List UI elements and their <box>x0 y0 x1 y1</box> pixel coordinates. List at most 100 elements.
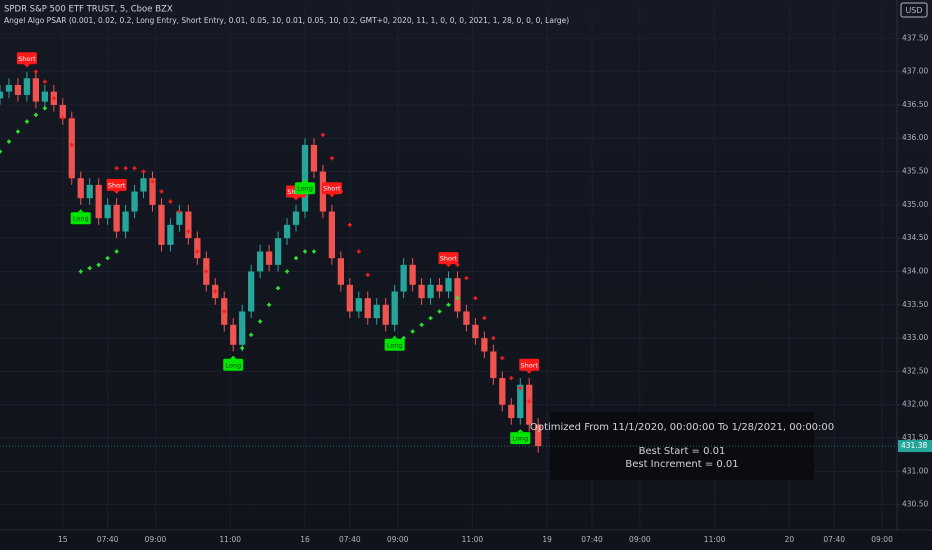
psar-dot <box>410 329 415 334</box>
candle-body <box>490 351 497 379</box>
signal-box <box>70 212 91 225</box>
signal-arrow <box>23 64 30 68</box>
candle-body <box>239 311 246 345</box>
candle-body <box>508 404 515 419</box>
x-tick-label: 11:00 <box>704 535 726 544</box>
psar-dot <box>419 322 424 327</box>
candle-body <box>292 211 300 225</box>
y-tick-label: 433.50 <box>902 300 928 309</box>
psar-dot <box>446 302 451 307</box>
x-tick-label: 07:40 <box>823 535 845 544</box>
x-tick-label: 09:00 <box>629 535 651 544</box>
signal-box <box>16 52 37 65</box>
signal-label: Short <box>108 181 126 189</box>
y-tick-label: 434.00 <box>902 266 928 275</box>
y-tick-label: 431.50 <box>902 433 928 442</box>
currency[interactable]: USD <box>905 6 922 15</box>
signal-label: Long <box>225 361 241 369</box>
psar-dot <box>311 249 316 254</box>
candle-body <box>194 238 201 259</box>
candle-body <box>445 278 452 292</box>
signal-box <box>321 182 342 195</box>
candle-body <box>77 178 84 199</box>
signal-label: Long <box>73 215 89 223</box>
psar-dot <box>69 142 74 147</box>
signal-arrow <box>328 194 335 198</box>
psar-dot <box>267 302 272 307</box>
x-tick-label: 09:00 <box>387 535 409 544</box>
psar-dot <box>285 269 290 274</box>
currency-badge[interactable] <box>900 2 928 18</box>
signal: Short <box>321 182 342 198</box>
psar-dot <box>42 79 47 84</box>
psar-dot <box>437 309 442 314</box>
psar-dot <box>320 132 325 137</box>
psar-dot <box>33 112 38 117</box>
signal-arrow <box>77 209 84 213</box>
signal-arrow <box>293 197 300 201</box>
x-tick-label: 07:40 <box>581 535 603 544</box>
y-tick-label: 435.50 <box>902 167 928 176</box>
psar-dot <box>473 296 478 301</box>
x-tick-label: 20 <box>785 535 795 544</box>
signal-label: Long <box>387 341 403 349</box>
candle-body <box>122 211 129 232</box>
psar-dot <box>42 106 47 111</box>
info-line: Best Increment = 0.01 <box>625 459 738 470</box>
signal-box <box>384 338 405 351</box>
psar-dot <box>240 346 245 351</box>
signal-arrow <box>230 355 237 359</box>
candle-body <box>265 251 273 265</box>
signal-label: Short <box>440 255 458 263</box>
psar-dot <box>464 276 469 281</box>
x-tick-label: 09:00 <box>145 535 167 544</box>
psar-dot <box>500 356 505 361</box>
candle-body <box>283 224 291 239</box>
candle-body <box>382 304 389 325</box>
candle-body <box>301 144 309 212</box>
x-tick-label: 11:00 <box>462 535 484 544</box>
psar-dot <box>0 149 2 154</box>
x-tick-label: 15 <box>58 535 68 544</box>
candle-body <box>499 378 506 405</box>
candle-body <box>14 84 22 95</box>
candle-body <box>68 118 75 179</box>
candle-body <box>5 84 13 92</box>
candle-body <box>86 184 93 199</box>
psar-dot <box>195 249 200 254</box>
candle-body <box>355 298 362 312</box>
signal-arrow <box>301 179 308 183</box>
candle-body <box>140 178 147 192</box>
signal: Long <box>70 209 91 225</box>
signal-arrow <box>113 190 120 194</box>
psar-dot <box>356 249 361 254</box>
candle-body <box>95 184 102 219</box>
info-line: Optimized From 11/1/2020, 00:00:00 To 1/… <box>530 422 834 433</box>
y-tick-label: 435.00 <box>902 200 928 209</box>
candle-body <box>400 264 407 292</box>
psar-dot <box>78 269 83 274</box>
signal-box <box>223 358 244 371</box>
candle-body <box>346 284 353 312</box>
signal: Short <box>438 252 459 268</box>
candle-body <box>328 211 336 259</box>
signal: Long <box>384 335 405 351</box>
y-tick-label: 436.50 <box>902 100 928 109</box>
psar-dot <box>204 269 209 274</box>
candle-body <box>41 91 48 102</box>
psar-dot <box>518 386 523 391</box>
candle-body <box>131 191 138 212</box>
psar-dot <box>276 286 281 291</box>
candle-body <box>248 271 255 312</box>
candle-body <box>59 104 66 119</box>
psar-dot <box>186 229 191 234</box>
signal-box <box>519 358 540 371</box>
y-tick-label: 436.00 <box>902 133 928 142</box>
candle-body <box>535 424 542 447</box>
candle-body <box>427 284 434 299</box>
signal-box <box>510 432 531 445</box>
y-tick-label: 434.50 <box>902 233 928 242</box>
signal: Short <box>16 52 37 68</box>
